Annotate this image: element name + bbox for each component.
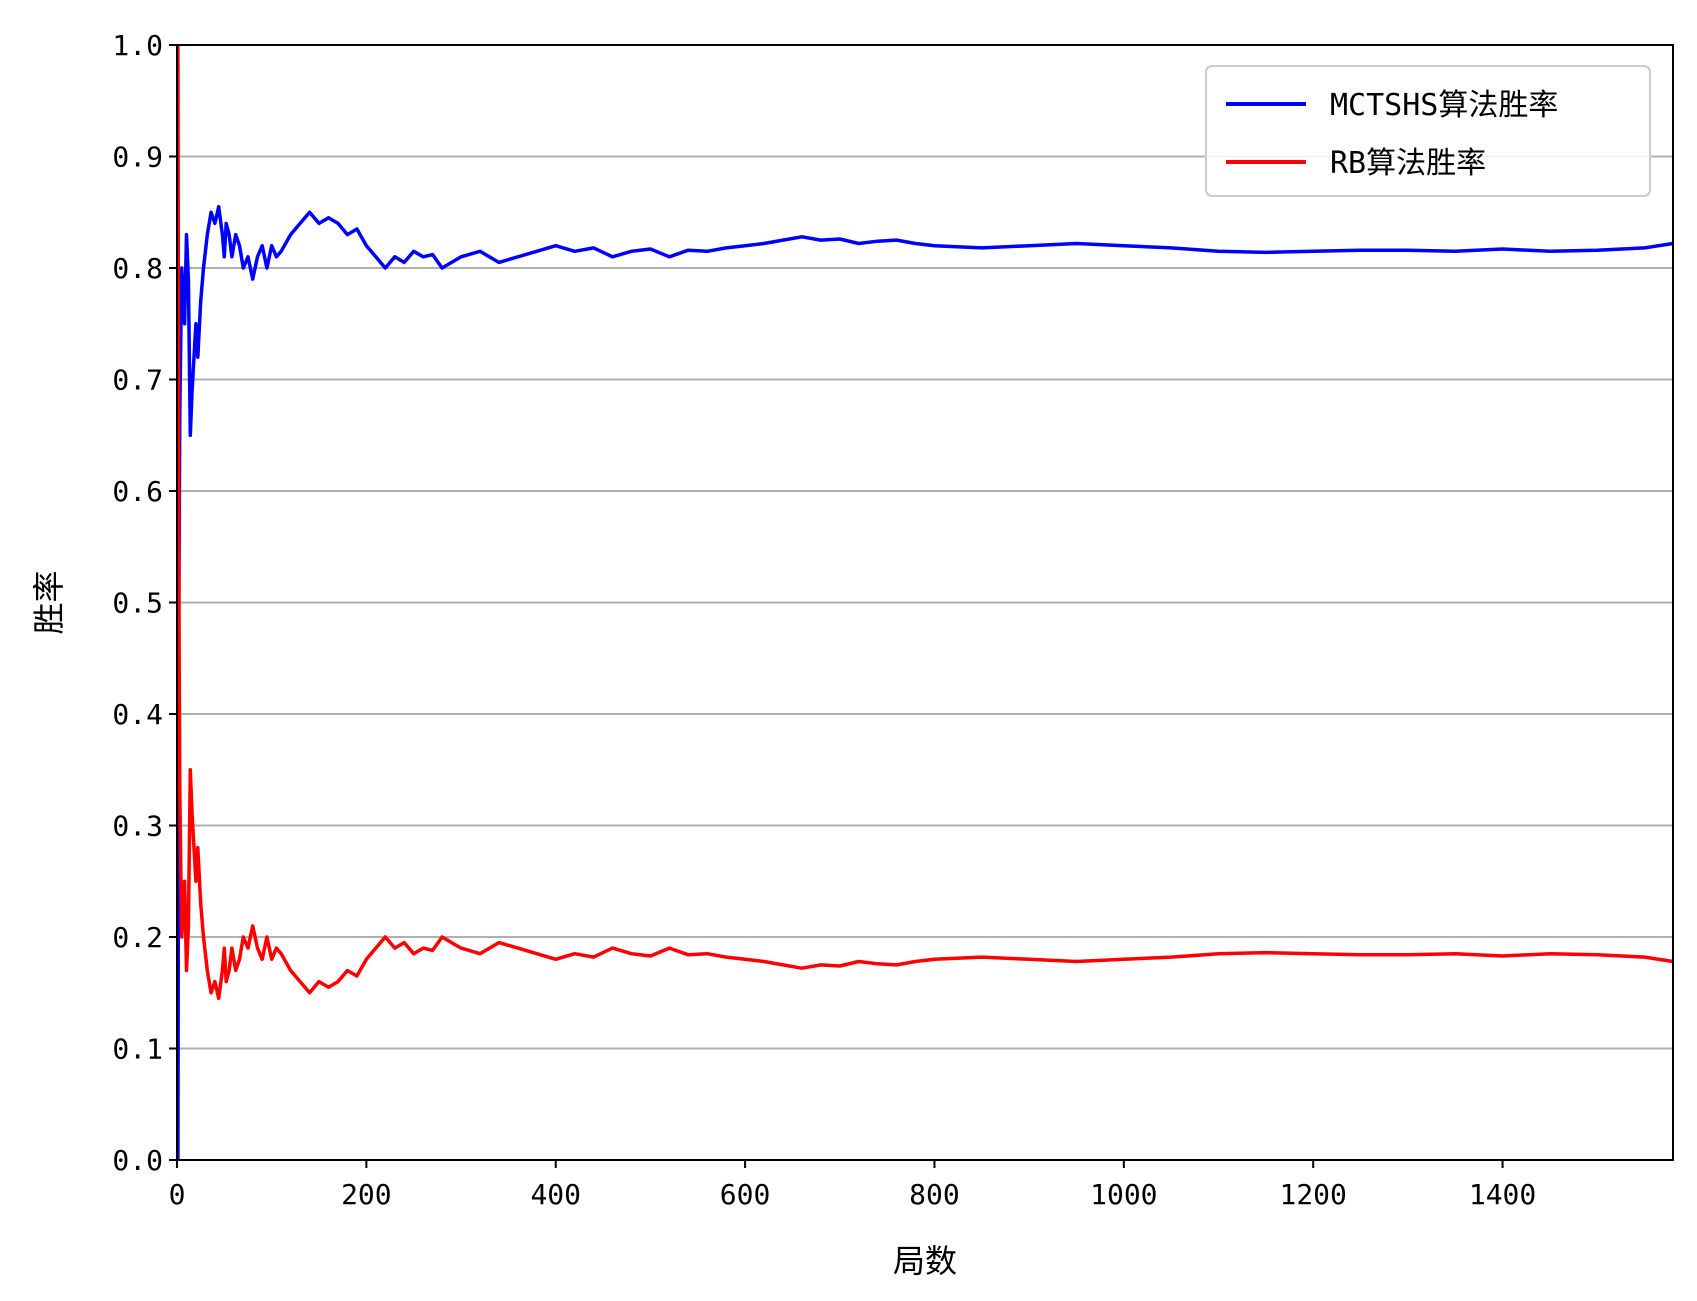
x-tick-label: 200 — [341, 1178, 392, 1211]
x-tick-label: 0 — [169, 1178, 186, 1211]
x-tick-label: 800 — [909, 1178, 960, 1211]
series-line-1 — [176, 44, 1674, 1001]
legend-box — [1205, 65, 1651, 197]
legend-label-1: RB算法胜率 — [1330, 146, 1486, 181]
series-line-0 — [176, 204, 1674, 1161]
y-axis-ticks: 0.0 0.1 0.2 0.3 0.4 0.5 0.6 0.7 0.8 0.9 1.0 — [112, 29, 177, 1177]
x-tick-label: 1200 — [1279, 1178, 1346, 1211]
y-tick-label: 0.9 — [112, 141, 163, 174]
y-tick-label: 0.7 — [112, 364, 163, 397]
y-tick-label: 0.1 — [112, 1033, 163, 1066]
y-tick-label: 0.2 — [112, 921, 163, 954]
y-axis-label: 胜率 — [30, 570, 68, 634]
x-tick-label: 1000 — [1090, 1178, 1157, 1211]
legend: MCTSHS算法胜率 RB算法胜率 — [1205, 65, 1651, 197]
y-tick-label: 1.0 — [112, 29, 163, 62]
y-tick-label: 0.0 — [112, 1144, 163, 1177]
y-tick-label: 0.4 — [112, 698, 163, 731]
y-tick-label: 0.8 — [112, 252, 163, 285]
x-tick-label: 600 — [720, 1178, 771, 1211]
x-axis-label: 局数 — [893, 1242, 957, 1280]
x-tick-label: 400 — [530, 1178, 581, 1211]
x-axis-ticks: 0 200 400 600 800 1000 1200 1400 — [169, 1160, 1536, 1211]
legend-label-0: MCTSHS算法胜率 — [1330, 88, 1558, 123]
y-tick-label: 0.3 — [112, 810, 163, 843]
y-tick-label: 0.6 — [112, 475, 163, 508]
y-tick-label: 0.5 — [112, 587, 163, 620]
x-tick-label: 1400 — [1469, 1178, 1536, 1211]
series-lines — [176, 44, 1674, 1161]
